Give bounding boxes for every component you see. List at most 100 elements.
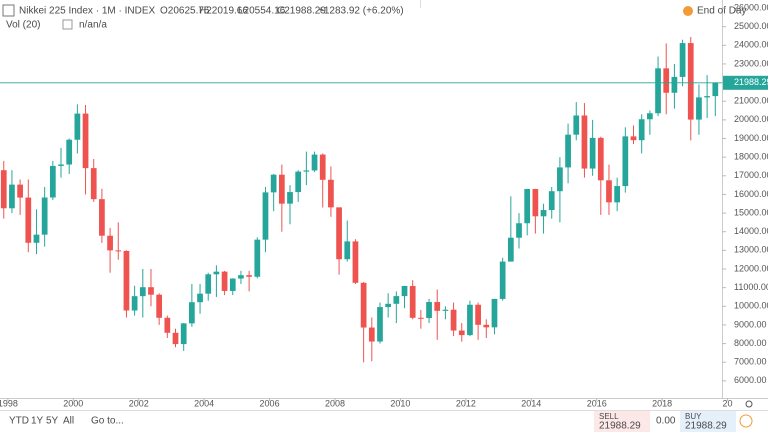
candle-body [33,234,40,243]
range-button[interactable]: All [63,416,74,427]
x-tick-label: 2014 [521,398,541,408]
spread: 0.00 [656,416,676,427]
candle-body [622,136,629,187]
menu-icon[interactable] [2,4,15,17]
candle-body [262,192,269,240]
sell-button[interactable] [594,411,650,432]
y-tick-label: 7000.00 [734,357,767,367]
candle-body [131,296,138,311]
candle-body [524,189,531,224]
y-tick-label: 10000.00 [734,301,768,311]
symbol-title[interactable]: Nikkei 225 Index · 1M · INDEX [19,6,155,17]
candle-body [647,113,653,120]
x-tick-label: 2008 [325,398,345,408]
candle-body [638,119,645,141]
last-price-tag [723,75,768,90]
candle-body [336,207,342,260]
range-button[interactable]: 5Y [46,416,59,427]
candle-body [450,309,457,331]
candle-body [74,113,81,140]
candle-body [66,139,73,165]
candle-body [687,43,694,120]
x-tick-label: 2010 [390,398,410,408]
sell-label: SELL [599,412,619,421]
x-tick-label: 2000 [63,398,83,408]
candle-body [328,179,334,208]
candle-body [205,274,212,294]
candle-body [213,271,220,275]
candle-body [491,298,498,328]
status-icon [683,6,693,16]
candle-body [409,285,416,318]
x-tick-label: 2016 [587,398,607,408]
candle-body [9,184,15,209]
candle-body [475,304,481,325]
candle-body [712,82,719,97]
info-icon[interactable] [739,414,753,428]
candle-body [25,197,32,243]
candle-body [189,302,195,324]
candle-body [467,304,473,336]
candle-body [180,323,187,345]
candle-body [295,171,302,193]
candle-body [401,285,408,297]
candle-body [41,197,48,235]
status: End of Day [697,6,746,17]
buy-label: BUY [685,412,702,421]
eye-icon[interactable] [62,19,73,30]
candle-body [344,241,351,260]
goto-button[interactable]: Go to... [91,416,124,427]
candle-body [426,302,432,319]
candle-body [597,137,604,181]
candle-body [540,210,547,217]
candle-body [704,96,710,98]
candle-body [115,250,122,252]
candle-body [58,164,64,166]
settings-icon[interactable] [745,400,753,408]
candle-body [0,170,7,209]
candle-body [319,154,326,180]
candle-body [229,278,236,291]
y-tick-label: 21000.00 [734,96,768,106]
ohlc-low: L20554.16 [238,6,286,17]
y-tick-label: 23000.00 [734,58,768,68]
range-button[interactable]: YTD [9,416,29,427]
y-tick-label: 17000.00 [734,170,768,180]
buy-button[interactable] [680,411,736,432]
candle-body [287,192,293,204]
candle-body [663,68,670,93]
candle-body [565,134,571,168]
x-tick-label: 1998 [0,398,18,408]
y-tick-label: 9000.00 [734,319,767,329]
candle-body [107,235,113,251]
candle-body [352,241,359,283]
candle-body [581,115,588,169]
candle-body [197,293,203,303]
candle-body [393,296,400,304]
y-tick-label: 16000.00 [734,189,768,199]
ohlc-change: +1283.92 (+6.20%) [318,6,404,17]
y-tick-label: 25000.00 [734,21,768,31]
last-price-label: 21988.29 [734,77,768,87]
volume-label[interactable]: Vol (20) [6,20,40,31]
volume-value: n/a [79,20,93,31]
x-tick-label: 2006 [260,398,280,408]
candle-body [238,275,244,279]
candle-body [172,332,179,345]
range-button[interactable]: 1Y [31,416,44,427]
candle-body [270,174,277,193]
candle-body [532,189,539,217]
x-tick-label: 2004 [194,398,214,408]
candle-body [377,307,383,342]
candle-body [385,303,392,308]
candle-body [458,330,465,336]
candle-body [221,271,228,291]
candle-body [49,165,56,198]
y-tick-label: 11000.00 [734,282,768,292]
sell-price: 21988.29 [599,421,641,432]
candle-body [360,282,367,328]
candle-body [99,199,105,236]
